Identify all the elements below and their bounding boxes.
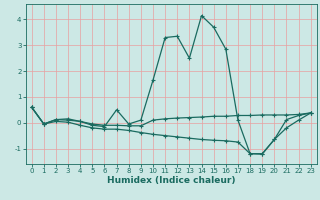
- X-axis label: Humidex (Indice chaleur): Humidex (Indice chaleur): [107, 176, 236, 185]
